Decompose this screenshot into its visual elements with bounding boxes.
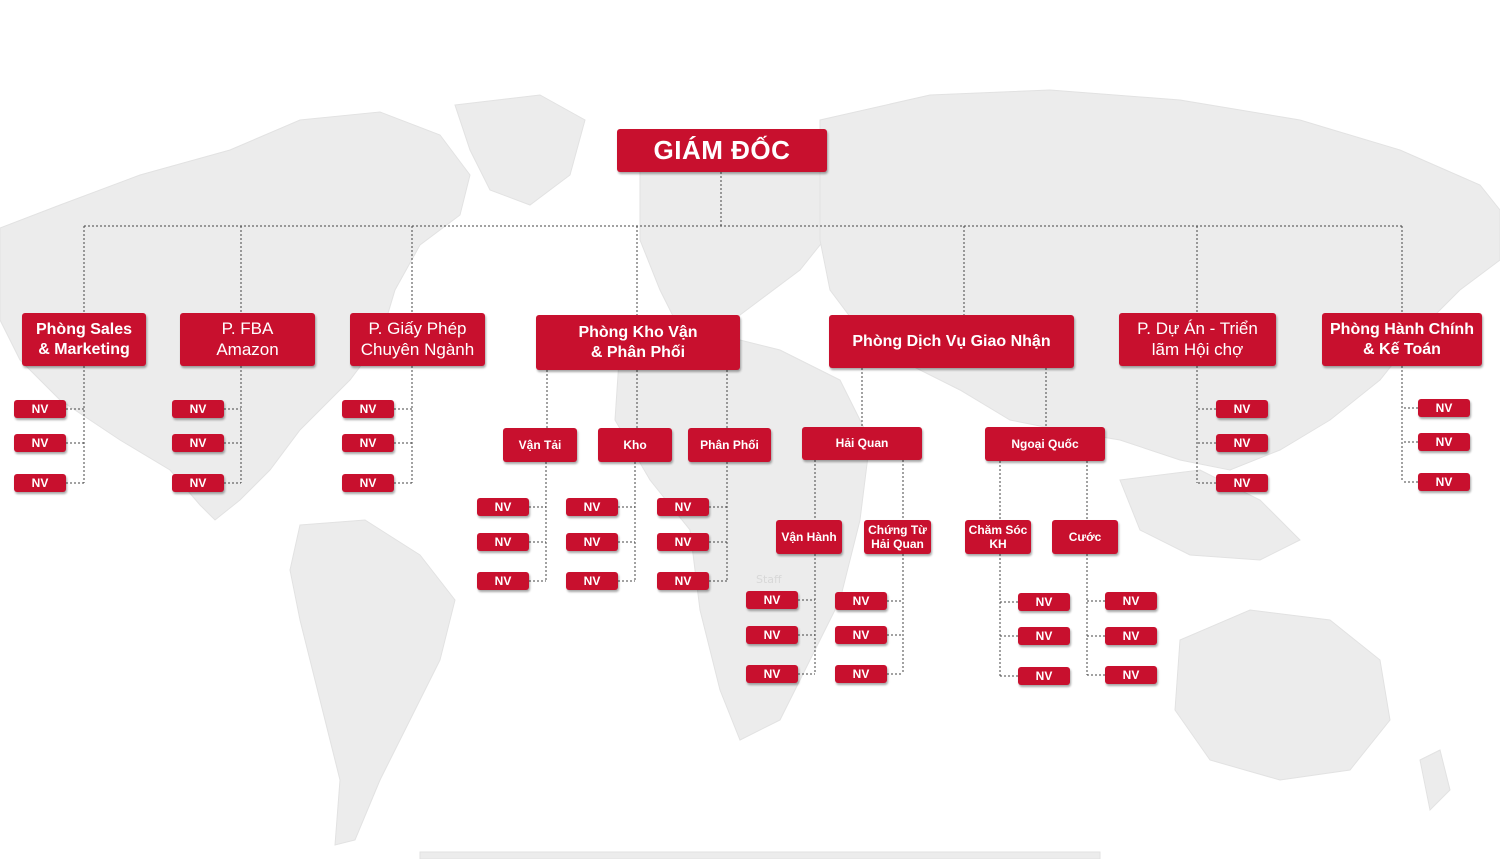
operations-nv-3: NV: [746, 665, 798, 683]
distribution-nv-2: NV: [657, 533, 709, 551]
map-greenland: [454, 94, 586, 206]
customs-docs-nv-3: NV: [835, 665, 887, 683]
subunit-customs-docs: Chứng Từ Hải Quan: [864, 520, 931, 554]
freight-nv-3: NV: [1105, 666, 1157, 684]
customs-docs-nv-1: NV: [835, 592, 887, 610]
sales-nv-1: NV: [14, 400, 66, 418]
subunit-customs: Hải Quan: [802, 427, 922, 460]
dept-project-expo: P. Dự Án - Triển lãm Hội chợ: [1119, 313, 1276, 366]
fba-nv-3: NV: [172, 474, 224, 492]
storage-nv-1: NV: [566, 498, 618, 516]
fba-nv-1: NV: [172, 400, 224, 418]
subunit-distribution: Phân Phối: [688, 428, 771, 462]
license-nv-2: NV: [342, 434, 394, 452]
storage-nv-2: NV: [566, 533, 618, 551]
transport-nv-3: NV: [477, 572, 529, 590]
dept-sales-marketing: Phòng Sales & Marketing: [22, 313, 146, 366]
customs-docs-nv-2: NV: [835, 626, 887, 644]
freight-nv-1: NV: [1105, 592, 1157, 610]
project-nv-3: NV: [1216, 474, 1268, 492]
sales-nv-3: NV: [14, 474, 66, 492]
operations-nv-1: NV: [746, 591, 798, 609]
customer-care-nv-1: NV: [1018, 593, 1070, 611]
admin-nv-2: NV: [1418, 433, 1470, 451]
project-nv-2: NV: [1216, 434, 1268, 452]
map-australia: [1174, 609, 1391, 781]
project-nv-1: NV: [1216, 400, 1268, 418]
freight-nv-2: NV: [1105, 627, 1157, 645]
license-nv-1: NV: [342, 400, 394, 418]
subunit-storage: Kho: [598, 428, 672, 462]
dept-license: P. Giấy Phép Chuyên Ngành: [350, 313, 485, 366]
subunit-freight: Cước: [1052, 520, 1118, 554]
root-director: GIÁM ĐỐC: [617, 129, 827, 172]
fba-nv-2: NV: [172, 434, 224, 452]
subunit-transport: Vận Tải: [503, 428, 577, 462]
license-nv-3: NV: [342, 474, 394, 492]
dept-admin-accounting: Phòng Hành Chính & Kế Toán: [1322, 313, 1482, 366]
transport-nv-2: NV: [477, 533, 529, 551]
map-southeast-asia: [1119, 469, 1301, 561]
customer-care-nv-3: NV: [1018, 667, 1070, 685]
map-asia: [819, 89, 1500, 471]
watermark-text: Staff: [756, 573, 782, 586]
customer-care-nv-2: NV: [1018, 627, 1070, 645]
subunit-operations: Vận Hành: [776, 520, 842, 554]
dept-warehouse: Phòng Kho Vận & Phân Phối: [536, 315, 740, 370]
sales-nv-2: NV: [14, 434, 66, 452]
storage-nv-3: NV: [566, 572, 618, 590]
dept-forwarding: Phòng Dịch Vụ Giao Nhận: [829, 315, 1074, 368]
subunit-overseas: Ngoại Quốc: [985, 427, 1105, 461]
subunit-customer-care: Chăm Sóc KH: [965, 520, 1031, 554]
admin-nv-3: NV: [1418, 473, 1470, 491]
transport-nv-1: NV: [477, 498, 529, 516]
map-new-zealand: [1419, 749, 1451, 812]
map-south-america: [289, 519, 456, 846]
map-antarctica-edge: [419, 851, 1101, 859]
distribution-nv-3: NV: [657, 572, 709, 590]
dept-fba-amazon: P. FBA Amazon: [180, 313, 315, 366]
admin-nv-1: NV: [1418, 399, 1470, 417]
operations-nv-2: NV: [746, 626, 798, 644]
distribution-nv-1: NV: [657, 498, 709, 516]
